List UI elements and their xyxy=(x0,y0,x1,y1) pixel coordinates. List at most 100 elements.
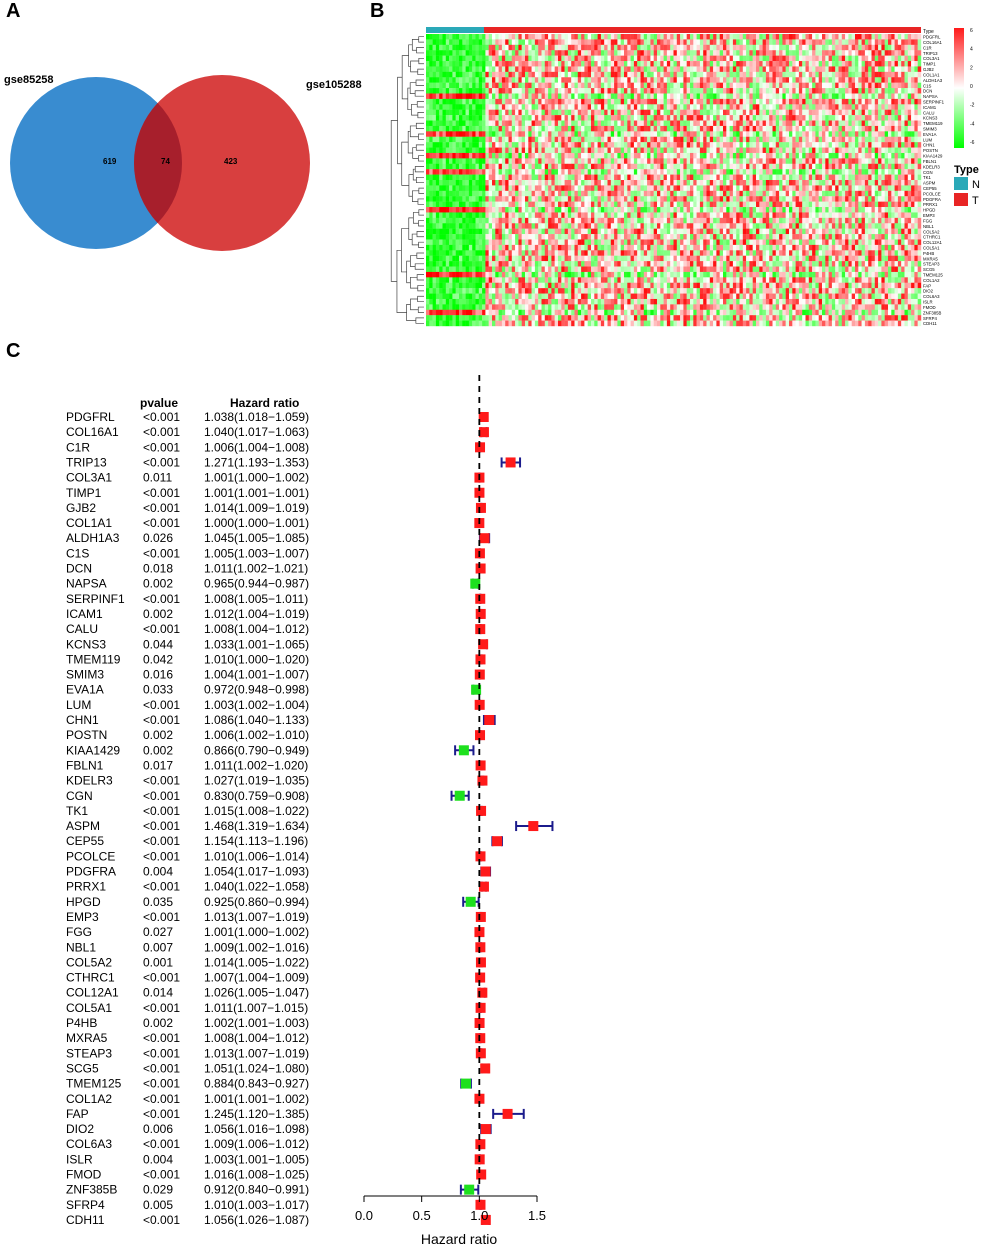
heatmap-cell xyxy=(699,169,704,175)
heatmap-cell xyxy=(468,66,473,73)
dendrogram-branch xyxy=(412,212,419,224)
heatmap-cell xyxy=(818,34,823,40)
heatmap-cell xyxy=(452,169,456,175)
heatmap-cell xyxy=(554,98,559,105)
heatmap-cell xyxy=(765,50,770,56)
heatmap-cell xyxy=(874,136,879,143)
heatmap-cell xyxy=(449,185,453,192)
heatmap-cell xyxy=(825,201,829,208)
heatmap-cell xyxy=(445,169,450,175)
heatmap-cell xyxy=(617,196,621,202)
heatmap-cell xyxy=(907,115,912,121)
heatmap-cell xyxy=(478,147,483,154)
heatmap-cell xyxy=(765,66,770,73)
heatmap-cell xyxy=(594,61,598,67)
heatmap-cell xyxy=(541,39,545,46)
heatmap-cell xyxy=(472,61,476,67)
heatmap-cell xyxy=(591,180,595,186)
heatmap-cell xyxy=(558,39,562,46)
heatmap-cell xyxy=(442,125,446,132)
heatmap-cell xyxy=(630,136,635,143)
heatmap-cell xyxy=(858,39,862,46)
heatmap-cell xyxy=(917,185,922,192)
heatmap-cell xyxy=(501,147,506,154)
heatmap-cell xyxy=(650,152,654,159)
heatmap-cell xyxy=(455,185,460,192)
heatmap-cell xyxy=(455,163,460,170)
heatmap-cell xyxy=(653,55,658,62)
heatmap-cell xyxy=(901,61,905,67)
heatmap-cell xyxy=(544,34,549,40)
heatmap-cell xyxy=(650,147,654,154)
heatmap-cell xyxy=(802,115,806,121)
heatmap-cell xyxy=(472,104,476,110)
heatmap-cell xyxy=(538,147,542,154)
heatmap-cell xyxy=(449,34,453,40)
heatmap-cell xyxy=(459,158,463,164)
heatmap-cell xyxy=(831,180,836,186)
heatmap-cell xyxy=(729,169,734,175)
heatmap-cell xyxy=(670,104,674,110)
heatmap-cell xyxy=(607,185,611,192)
heatmap-cell xyxy=(759,50,763,56)
heatmap-cell xyxy=(455,93,460,100)
heatmap-cell xyxy=(772,125,776,132)
heatmap-cell xyxy=(647,196,651,202)
heatmap-cell xyxy=(878,136,882,143)
heatmap-cell xyxy=(789,55,793,62)
heatmap-cell xyxy=(445,66,450,73)
heatmap-cell xyxy=(864,190,869,197)
heatmap-cell xyxy=(805,98,809,105)
heatmap-cell xyxy=(591,50,595,56)
heatmap-cell xyxy=(690,39,694,46)
heatmap-cell xyxy=(706,115,710,121)
heatmap-cell xyxy=(845,174,849,181)
heatmap-cell xyxy=(475,98,479,105)
heatmap-cell xyxy=(587,44,592,51)
heatmap-cell xyxy=(818,71,823,78)
heatmap-cell xyxy=(822,71,826,78)
heatmap-cell xyxy=(571,93,575,100)
heatmap-cell xyxy=(841,163,846,170)
heatmap-cell xyxy=(736,136,740,143)
heatmap-cell xyxy=(577,82,582,89)
heatmap-cell xyxy=(561,207,565,213)
heatmap-cell xyxy=(841,34,846,40)
dendrogram-branch xyxy=(417,112,424,119)
heatmap-cell xyxy=(650,44,654,51)
dendrogram-branch xyxy=(408,217,414,240)
heatmap-cell xyxy=(511,109,516,116)
heatmap-cell xyxy=(825,136,829,143)
heatmap-cell xyxy=(482,82,486,89)
heatmap-cell xyxy=(782,163,786,170)
heatmap-cell xyxy=(640,125,644,132)
heatmap-cell xyxy=(643,77,648,83)
heatmap-cell xyxy=(610,180,615,186)
heatmap-cell xyxy=(591,55,595,62)
heatmap-cell xyxy=(864,196,869,202)
heatmap-cell xyxy=(901,190,905,197)
heatmap-cell xyxy=(521,98,526,105)
heatmap-cell xyxy=(439,44,443,51)
heatmap-cell xyxy=(574,190,578,197)
heatmap-cell xyxy=(690,77,694,83)
heatmap-cell xyxy=(465,142,470,148)
heatmap-cell xyxy=(455,169,460,175)
heatmap-cell xyxy=(475,120,479,127)
heatmap-cell xyxy=(594,115,598,121)
heatmap-cell xyxy=(871,190,875,197)
heatmap-cell xyxy=(838,174,842,181)
heatmap-cell xyxy=(703,142,707,148)
heatmap-cell xyxy=(587,71,592,78)
heatmap-cell xyxy=(594,44,598,51)
heatmap-cell xyxy=(462,201,466,208)
heatmap-cell xyxy=(614,55,618,62)
heatmap-cell xyxy=(643,136,648,143)
heatmap-cell xyxy=(445,98,450,105)
heatmap-cell xyxy=(851,82,856,89)
heatmap-cell xyxy=(914,158,918,164)
heatmap-cell xyxy=(686,158,691,164)
heatmap-cell xyxy=(683,147,687,154)
heatmap-cell xyxy=(914,61,918,67)
heatmap-cell xyxy=(726,131,730,137)
